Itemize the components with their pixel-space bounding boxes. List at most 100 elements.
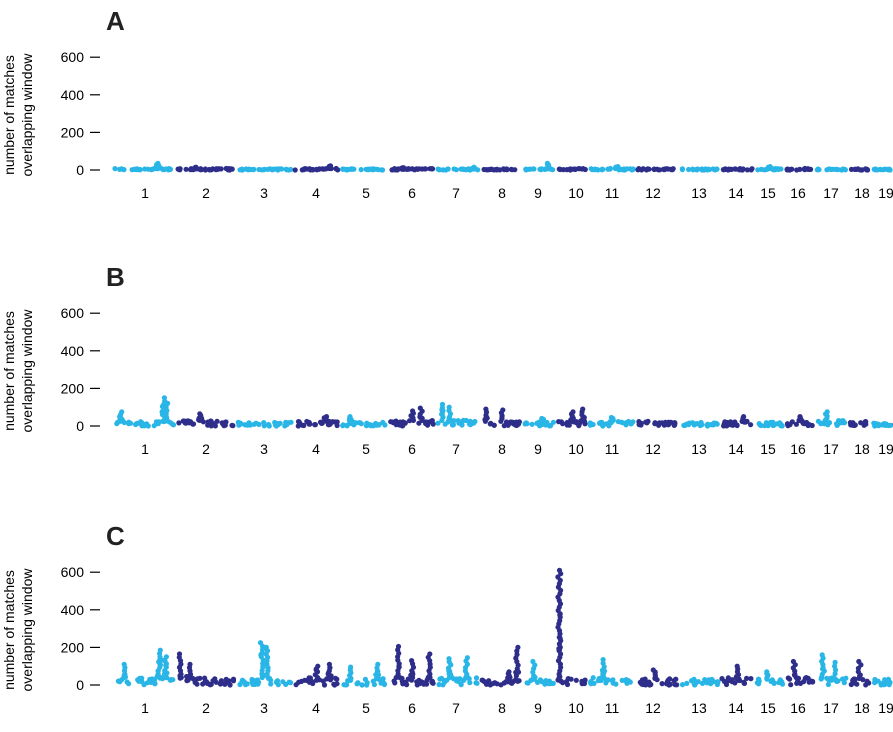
point bbox=[708, 677, 714, 683]
x-tick-label-chr-15: 15 bbox=[760, 185, 776, 201]
point bbox=[371, 681, 377, 688]
chromosome-13-points bbox=[679, 166, 720, 173]
point bbox=[627, 679, 633, 685]
chromosome-18-points bbox=[848, 166, 871, 173]
point bbox=[824, 167, 830, 173]
x-tick-label-chr-16: 16 bbox=[790, 700, 806, 716]
point bbox=[341, 166, 347, 172]
point bbox=[847, 420, 854, 426]
chromosome-11-points bbox=[587, 414, 636, 429]
x-tick-label-chr-11: 11 bbox=[605, 700, 620, 716]
point bbox=[423, 681, 430, 687]
x-tick-label-chr-16: 16 bbox=[790, 185, 806, 201]
point bbox=[858, 420, 864, 426]
point bbox=[202, 167, 208, 173]
point bbox=[695, 679, 701, 685]
point bbox=[666, 419, 672, 425]
chromosome-8-points bbox=[479, 644, 522, 688]
point bbox=[703, 678, 709, 684]
chromosome-5-points bbox=[340, 414, 388, 429]
point bbox=[784, 421, 791, 427]
peak-point bbox=[734, 663, 740, 669]
panel-letter-C: C bbox=[106, 521, 125, 551]
point bbox=[238, 167, 244, 173]
point bbox=[292, 167, 298, 173]
point bbox=[512, 167, 518, 173]
point bbox=[573, 677, 579, 683]
chromosome-14-points bbox=[720, 166, 755, 173]
peak-point bbox=[395, 643, 402, 650]
point bbox=[288, 166, 294, 173]
point bbox=[599, 421, 605, 428]
point bbox=[362, 676, 368, 683]
point bbox=[472, 418, 478, 425]
point bbox=[378, 167, 385, 173]
y-axis-label-line-1: number of matches bbox=[1, 570, 17, 690]
point bbox=[885, 166, 891, 172]
x-tick-label-chr-19: 19 bbox=[878, 700, 893, 716]
point bbox=[435, 420, 441, 426]
point bbox=[546, 681, 552, 687]
x-tick-label-chr-10: 10 bbox=[568, 700, 584, 716]
chromosome-3-points bbox=[237, 166, 294, 173]
point bbox=[319, 166, 325, 172]
peak-point bbox=[119, 409, 125, 415]
chromosome-14-points bbox=[719, 663, 754, 688]
peak-point bbox=[197, 411, 203, 417]
peak-point bbox=[375, 661, 381, 667]
point bbox=[776, 166, 782, 172]
point bbox=[392, 680, 398, 686]
point bbox=[312, 422, 318, 428]
point bbox=[525, 680, 531, 686]
chromosome-5-points bbox=[340, 166, 386, 173]
point bbox=[878, 167, 884, 173]
point bbox=[594, 166, 600, 173]
point bbox=[841, 680, 847, 686]
point bbox=[463, 417, 469, 424]
point bbox=[329, 419, 335, 425]
peak-point bbox=[446, 656, 452, 662]
x-tick-label-chr-18: 18 bbox=[854, 185, 870, 201]
point bbox=[576, 423, 582, 429]
point bbox=[864, 167, 870, 173]
chromosome-13-points bbox=[679, 676, 721, 688]
point bbox=[671, 422, 678, 428]
peak-point bbox=[327, 163, 334, 169]
point bbox=[275, 682, 281, 688]
point bbox=[344, 682, 350, 688]
x-tick-label-chr-8: 8 bbox=[498, 700, 506, 716]
chromosome-9-points bbox=[524, 658, 556, 687]
peak-point bbox=[464, 655, 470, 661]
point bbox=[652, 421, 658, 427]
x-tick-label-chr-4: 4 bbox=[312, 441, 320, 457]
x-tick-label-chr-12: 12 bbox=[645, 185, 661, 201]
point bbox=[334, 676, 340, 682]
peak-point bbox=[530, 658, 536, 665]
x-tick-label-chr-10: 10 bbox=[568, 441, 584, 457]
x-tick-label-chr-8: 8 bbox=[498, 185, 506, 201]
point bbox=[564, 422, 570, 428]
x-tick-label-chr-3: 3 bbox=[260, 185, 268, 201]
point bbox=[381, 681, 387, 687]
chromosome-12-points bbox=[636, 418, 678, 428]
point bbox=[439, 675, 445, 682]
point bbox=[800, 420, 806, 426]
point bbox=[208, 418, 214, 424]
point bbox=[357, 420, 363, 426]
peak-point bbox=[348, 664, 354, 670]
y-tick-label-0: 0 bbox=[76, 677, 84, 693]
chromosome-18-points bbox=[847, 419, 869, 428]
point bbox=[630, 166, 636, 172]
point bbox=[852, 166, 858, 172]
point bbox=[248, 166, 254, 173]
point bbox=[223, 165, 229, 172]
y-tick-label-200: 200 bbox=[61, 124, 85, 140]
point bbox=[534, 420, 540, 426]
peak-point bbox=[856, 658, 862, 665]
point bbox=[236, 422, 242, 428]
point bbox=[768, 419, 774, 425]
point bbox=[481, 166, 487, 173]
x-tick-label-chr-14: 14 bbox=[728, 700, 744, 716]
